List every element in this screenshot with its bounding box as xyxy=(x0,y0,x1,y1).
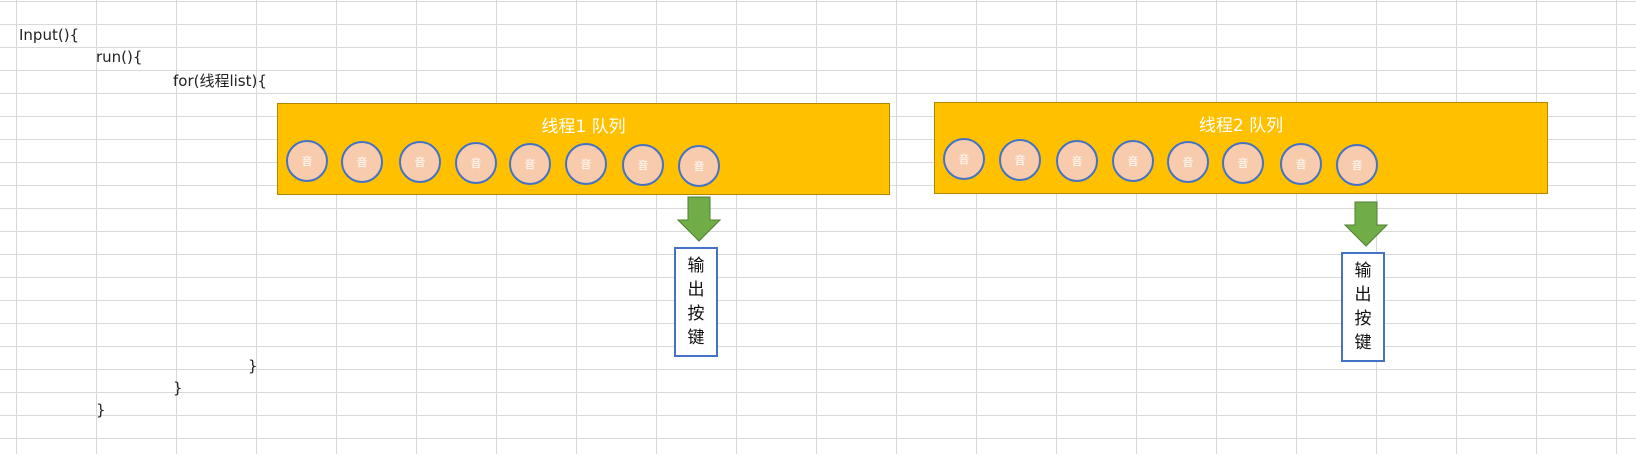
thread2-queue-item: 音 xyxy=(1280,143,1322,185)
thread1-queue-item: 音 xyxy=(622,144,664,186)
thread2-queue-item: 音 xyxy=(1222,142,1264,184)
thread1-queue-item: 音 xyxy=(341,141,383,183)
thread2-output-key-box: 输 出 按 键 xyxy=(1341,252,1385,362)
code-line-run: run(){ xyxy=(96,48,143,66)
thread2-queue-item: 音 xyxy=(999,139,1041,181)
thread1-output-key-box: 输 出 按 键 xyxy=(674,247,718,357)
thread2-queue-title: 线程2 队列 xyxy=(1198,116,1284,136)
thread2-queue-item: 音 xyxy=(1056,140,1098,182)
output-char: 按 xyxy=(687,304,705,324)
output-char: 键 xyxy=(1354,333,1372,353)
thread1-down-arrow-icon xyxy=(676,196,722,242)
output-char: 按 xyxy=(1354,309,1372,329)
thread2-down-arrow-icon xyxy=(1343,201,1389,247)
thread1-queue: 线程1 队列 音 音 音 音 音 音 音 音 xyxy=(277,103,890,195)
thread1-queue-item: 音 xyxy=(509,143,551,185)
thread1-queue-item: 音 xyxy=(565,143,607,185)
thread1-queue-item: 音 xyxy=(399,141,441,183)
thread2-queue-item: 音 xyxy=(1336,144,1378,186)
code-close-brace-input: } xyxy=(96,401,106,419)
thread2-queue-item: 音 xyxy=(943,138,985,180)
output-char: 输 xyxy=(1354,261,1372,281)
thread1-queue-item: 音 xyxy=(286,140,328,182)
thread1-queue-item: 音 xyxy=(678,145,720,187)
output-char: 出 xyxy=(1354,285,1372,305)
code-line-for: for(线程list){ xyxy=(173,72,267,90)
output-char: 出 xyxy=(687,280,705,300)
code-line-input: Input(){ xyxy=(19,26,80,44)
code-close-brace-run: } xyxy=(173,379,183,397)
output-char: 输 xyxy=(687,256,705,276)
thread2-queue-item: 音 xyxy=(1112,140,1154,182)
thread2-queue-item: 音 xyxy=(1167,141,1209,183)
output-char: 键 xyxy=(687,328,705,348)
thread1-queue-title: 线程1 队列 xyxy=(541,117,626,137)
thread2-queue: 线程2 队列 音 音 音 音 音 音 音 音 xyxy=(934,102,1548,194)
code-close-brace-for: } xyxy=(248,357,258,375)
thread1-queue-item: 音 xyxy=(455,142,497,184)
